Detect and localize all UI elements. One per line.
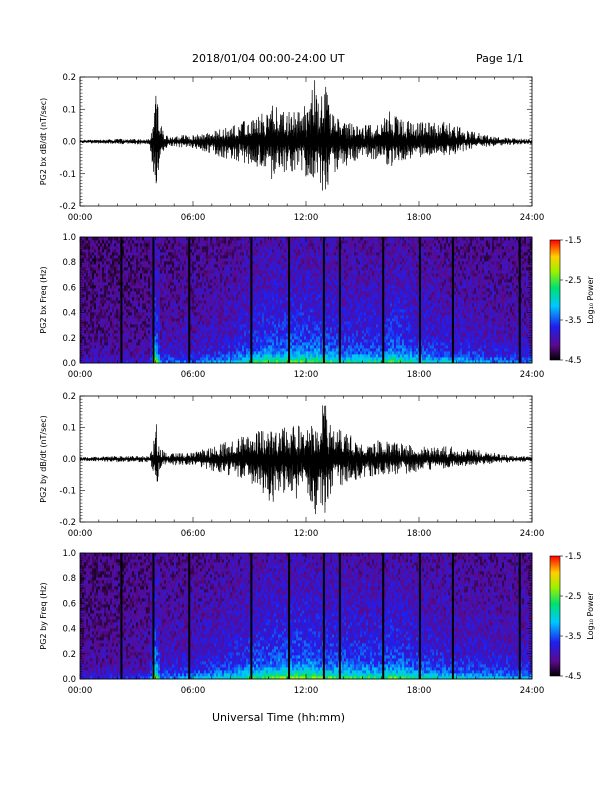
y-tick-label: 0.1 xyxy=(62,424,76,434)
y-tick-label: 0.4 xyxy=(62,309,76,319)
y-tick-label: -0.1 xyxy=(59,170,76,180)
x-tick-label: 18:00 xyxy=(407,213,432,223)
y-tick-label: 0.2 xyxy=(62,73,76,83)
x-tick-label: 18:00 xyxy=(407,686,432,696)
x-tick-label: 06:00 xyxy=(181,213,206,223)
y-tick-label: -0.2 xyxy=(59,518,76,528)
y-tick-label: 0.6 xyxy=(62,283,76,293)
colorbar-tick-label: -3.5 xyxy=(565,632,582,642)
y-tick-label: 0.0 xyxy=(62,359,76,369)
y-tick-label: -0.1 xyxy=(59,487,76,497)
plot-area: 00:00 06:00 12:00 18:00 24:00 -0.2 -0.1 0.0 0.1 0… xyxy=(0,0,612,792)
y-tick-label: 1.0 xyxy=(62,233,76,243)
x-tick-label: 24:00 xyxy=(520,529,545,539)
colorbar xyxy=(550,556,560,676)
x-tick-label: 06:00 xyxy=(181,686,206,696)
y-tick-label: 0.2 xyxy=(62,334,76,344)
colorbar-label: Log₁₀ Power xyxy=(586,276,595,324)
x-tick-label: 12:00 xyxy=(294,370,319,380)
x-tick-label: 24:00 xyxy=(520,370,545,380)
signal-trace xyxy=(80,405,532,514)
panel-2: -1.5 -2.5 -3.5 -4.5 Log₁₀ Power 00:00 06:00 12:… xyxy=(39,233,595,380)
colorbar xyxy=(550,240,560,360)
y-tick-label: 0.8 xyxy=(62,258,76,268)
colorbar-tick-label: -2.5 xyxy=(565,276,582,286)
spectrogram-cells xyxy=(80,553,532,679)
signal-trace xyxy=(80,80,532,190)
x-tick-label: 18:00 xyxy=(407,370,432,380)
colorbar-tick-label: -2.5 xyxy=(565,592,582,602)
y-tick-label: 0.1 xyxy=(62,105,76,115)
y-tick-label: 0.8 xyxy=(62,574,76,584)
colorbar-tick-label: -3.5 xyxy=(565,316,582,326)
y-tick-label: 0.0 xyxy=(62,675,76,685)
x-axis-title: Universal Time (hh:mm) xyxy=(212,711,345,724)
x-tick-label: 06:00 xyxy=(181,370,206,380)
y-tick-label: 0.0 xyxy=(62,138,76,148)
y-axis-label: PG2 by Freq (Hz) xyxy=(39,582,48,649)
y-tick-label: 0.0 xyxy=(62,455,76,465)
x-tick-label: 12:00 xyxy=(294,529,319,539)
x-tick-label: 24:00 xyxy=(520,686,545,696)
x-tick-label: 12:00 xyxy=(294,686,319,696)
panel-4: -1.5 -2.5 -3.5 -4.5 Log₁₀ Power 00:00 06:00 12:… xyxy=(39,549,595,696)
x-tick-label: 24:00 xyxy=(520,213,545,223)
colorbar-tick-label: -4.5 xyxy=(565,356,582,366)
y-tick-label: 0.6 xyxy=(62,599,76,609)
x-tick-label: 00:00 xyxy=(68,213,93,223)
panel-1: 00:00 06:00 12:00 18:00 24:00 -0.2 -0.1 0.0 0.1 0… xyxy=(39,73,544,223)
x-tick-label: 00:00 xyxy=(68,370,93,380)
y-tick-label: 0.4 xyxy=(62,625,76,635)
figure-page: 2018/01/04 00:00-24:00 UT Page 1/1 00:00… xyxy=(0,0,612,792)
y-tick-label: -0.2 xyxy=(59,202,76,212)
x-tick-label: 00:00 xyxy=(68,529,93,539)
colorbar-label: Log₁₀ Power xyxy=(586,592,595,640)
y-tick-label: 1.0 xyxy=(62,549,76,559)
x-tick-label: 06:00 xyxy=(181,529,206,539)
x-tick-label: 00:00 xyxy=(68,686,93,696)
x-tick-label: 18:00 xyxy=(407,529,432,539)
y-tick-label: 0.2 xyxy=(62,392,76,402)
y-tick-label: 0.2 xyxy=(62,650,76,660)
colorbar-tick-label: -1.5 xyxy=(565,552,582,562)
spectrogram-cells xyxy=(80,237,532,363)
colorbar-tick-label: -4.5 xyxy=(565,672,582,682)
y-axis-label: PG2 by dB/dt (nT/sec) xyxy=(39,415,48,502)
panel-3: 00:00 06:00 12:00 18:00 24:00 -0.2 -0.1 0.0 0.1 0… xyxy=(39,392,544,539)
y-axis-label: PG2 bx dB/dt (nT/sec) xyxy=(39,98,48,185)
x-tick-label: 12:00 xyxy=(294,213,319,223)
colorbar-tick-label: -1.5 xyxy=(565,236,582,246)
y-axis-label: PG2 bx Freq (Hz) xyxy=(39,266,48,333)
